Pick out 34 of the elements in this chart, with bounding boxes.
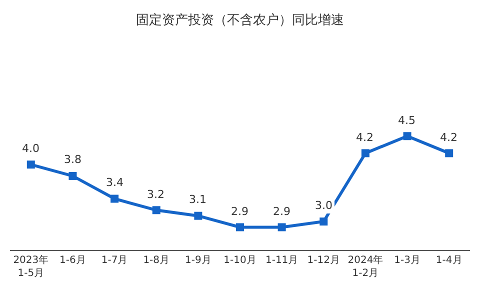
x-tick-label: 1-3月	[394, 255, 420, 266]
x-tick-label: 1-6月	[60, 255, 86, 266]
point	[194, 212, 202, 220]
data-label: 4.5	[398, 114, 416, 127]
data-label: 3.2	[147, 188, 164, 201]
x-tick-label: 1-9月	[185, 255, 212, 266]
point	[320, 218, 328, 226]
x-tick-label: 2024年 1-2月	[348, 254, 384, 279]
x-tick-label: 1-12月	[307, 255, 340, 266]
x-tick-label: 1-7月	[101, 255, 128, 266]
point	[236, 223, 244, 232]
chart-title: 固定资产投资（不含农户）同比增速	[136, 13, 344, 28]
data-label: 2.9	[231, 205, 248, 218]
point	[278, 223, 286, 232]
x-tick-label: 1-11月	[265, 255, 298, 266]
point	[152, 206, 160, 214]
x-tick-label: 1-4月	[436, 255, 462, 266]
data-label: 3.1	[189, 193, 206, 206]
point	[403, 132, 412, 140]
data-label: 3.0	[315, 199, 332, 212]
point	[361, 149, 370, 158]
point	[26, 160, 35, 169]
point	[68, 172, 77, 180]
x-tick-label: 1-8月	[143, 255, 170, 266]
x-tick-label: 1-10月	[224, 255, 256, 266]
x-tick-label: 2023年 1-5月	[13, 254, 49, 279]
point	[110, 194, 119, 203]
data-label: 3.8	[64, 153, 82, 166]
data-label: 4.0	[22, 142, 40, 155]
data-label: 4.2	[440, 131, 458, 144]
data-label: 2.9	[273, 205, 290, 218]
data-label: 3.4	[106, 176, 124, 189]
point	[445, 149, 454, 158]
data-label: 4.2	[356, 131, 374, 144]
